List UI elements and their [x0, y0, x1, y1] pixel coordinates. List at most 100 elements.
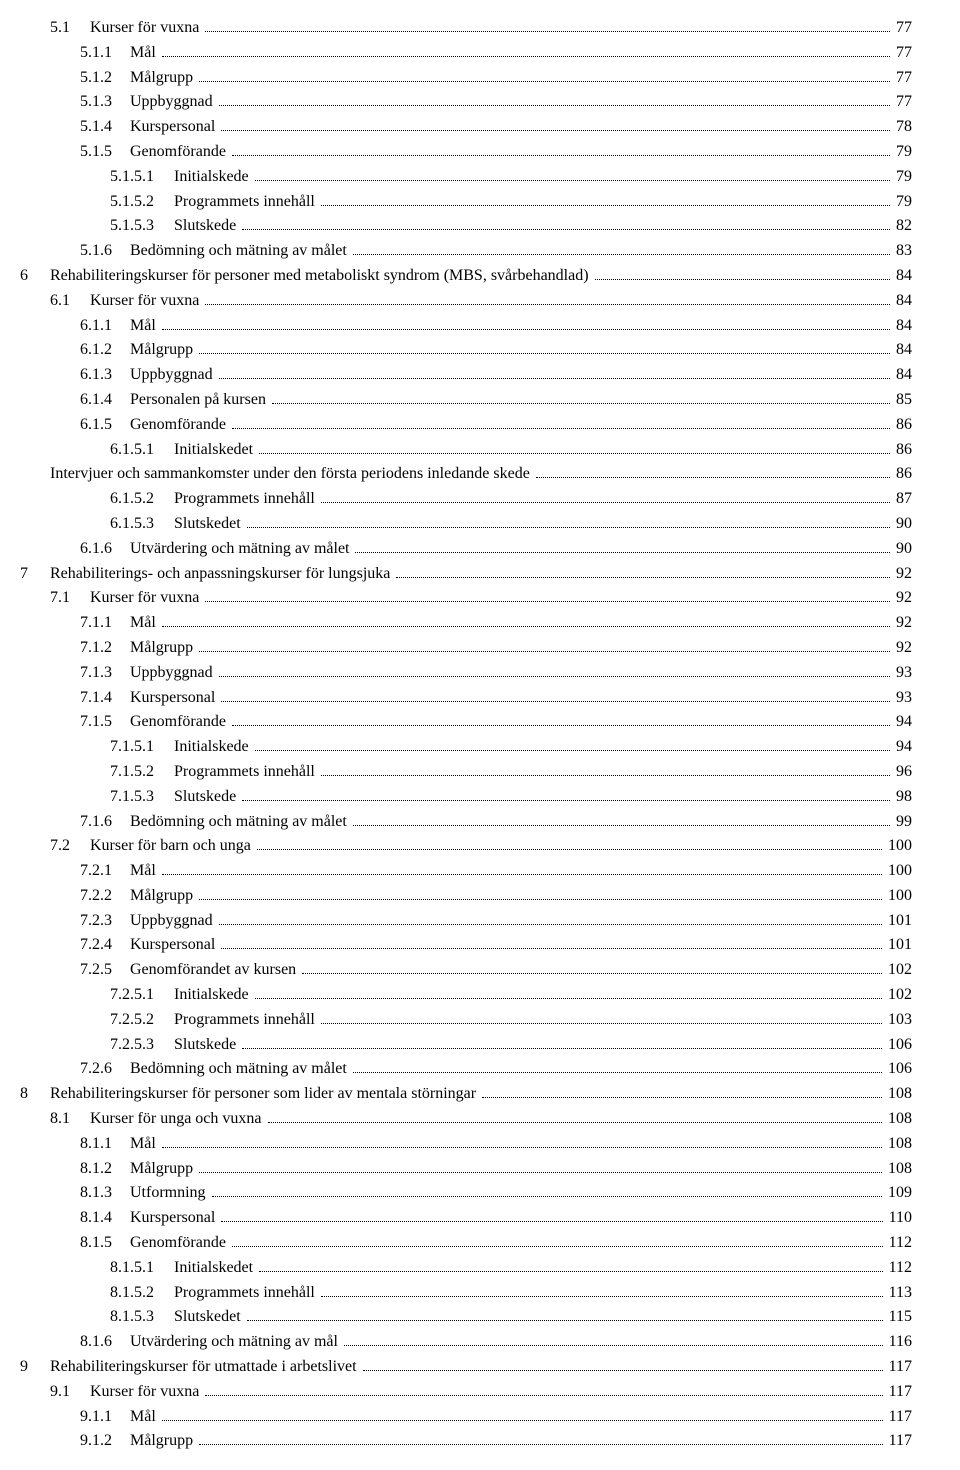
- toc-entry-page: 116: [885, 1330, 912, 1355]
- toc-entry: 8.1.1Mål108: [20, 1132, 912, 1157]
- toc-entry-title: Mål: [130, 859, 160, 884]
- toc-entry: 5.1.5.2Programmets innehåll79: [20, 190, 912, 215]
- toc-leader-dots: [259, 453, 890, 454]
- toc-entry: 5.1Kurser för vuxna77: [20, 16, 912, 41]
- toc-leader-dots: [232, 725, 890, 726]
- toc-entry-title: Genomförandet av kursen: [130, 958, 300, 983]
- toc-entry: 6.1.3Uppbyggnad84: [20, 363, 912, 388]
- toc-entry-page: 79: [892, 165, 912, 190]
- toc-entry-page: 83: [892, 239, 912, 264]
- toc-entry-page: 84: [892, 363, 912, 388]
- toc-entry: 7.2Kurser för barn och unga100: [20, 834, 912, 859]
- toc-entry-number: 7.1.5.1: [110, 735, 174, 760]
- toc-entry: 5.1.3Uppbyggnad77: [20, 90, 912, 115]
- toc-entry: 6.1.1Mål84: [20, 314, 912, 339]
- toc-entry-number: 6.1.5.1: [110, 438, 174, 463]
- toc-entry-page: 106: [884, 1057, 912, 1082]
- toc-entry-page: 99: [892, 810, 912, 835]
- toc-entry-title: Uppbyggnad: [130, 661, 217, 686]
- toc-leader-dots: [255, 750, 890, 751]
- toc-leader-dots: [205, 31, 890, 32]
- table-of-contents: 5.1Kurser för vuxna775.1.1Mål775.1.2Målg…: [20, 16, 912, 1454]
- toc-leader-dots: [162, 56, 890, 57]
- toc-entry-number: 8.1.1: [80, 1132, 130, 1157]
- toc-entry-number: 8.1.5.2: [110, 1281, 174, 1306]
- toc-entry-title: Initialskede: [174, 983, 253, 1008]
- toc-entry-number: 5.1.3: [80, 90, 130, 115]
- toc-entry-number: 7.1.3: [80, 661, 130, 686]
- toc-entry-number: 7.2.5.1: [110, 983, 174, 1008]
- toc-entry: 7.1.5Genomförande94: [20, 710, 912, 735]
- toc-entry-page: 86: [892, 413, 912, 438]
- toc-entry-number: 7.1.1: [80, 611, 130, 636]
- toc-entry: 8.1Kurser för unga och vuxna108: [20, 1107, 912, 1132]
- toc-entry-number: 5.1.1: [80, 41, 130, 66]
- toc-entry: 6.1.4Personalen på kursen85: [20, 388, 912, 413]
- toc-leader-dots: [232, 155, 890, 156]
- toc-entry-title: Programmets innehåll: [174, 487, 319, 512]
- toc-entry-title: Kurser för vuxna: [90, 586, 203, 611]
- toc-entry-title: Mål: [130, 1405, 160, 1430]
- toc-entry: 7.2.5.2Programmets innehåll103: [20, 1008, 912, 1033]
- toc-entry-page: 82: [892, 214, 912, 239]
- toc-entry-page: 87: [892, 487, 912, 512]
- toc-leader-dots: [221, 130, 890, 131]
- toc-entry-number: 5.1.5.1: [110, 165, 174, 190]
- toc-entry: 8.1.5.1Initialskedet112: [20, 1256, 912, 1281]
- toc-entry-title: Utformning: [130, 1181, 210, 1206]
- toc-entry-title: Rehabiliteringskurser för personer med m…: [50, 264, 593, 289]
- toc-entry: 5.1.5.1Initialskede79: [20, 165, 912, 190]
- toc-leader-dots: [162, 329, 890, 330]
- toc-leader-dots: [355, 552, 890, 553]
- toc-leader-dots: [353, 1072, 882, 1073]
- toc-entry-title: Rehabiliterings- och anpassningskurser f…: [50, 562, 394, 587]
- toc-leader-dots: [162, 874, 882, 875]
- toc-leader-dots: [205, 1395, 882, 1396]
- toc-entry-number: 9.1: [50, 1380, 90, 1405]
- toc-leader-dots: [221, 701, 890, 702]
- toc-entry-title: Rehabiliteringskurser för personer som l…: [50, 1082, 480, 1107]
- toc-entry: 6.1.5.2Programmets innehåll87: [20, 487, 912, 512]
- toc-entry-page: 92: [892, 562, 912, 587]
- toc-entry: 9.1.2Målgrupp117: [20, 1429, 912, 1454]
- toc-entry-number: 9.1.2: [80, 1429, 130, 1454]
- toc-entry-page: 85: [892, 388, 912, 413]
- toc-entry-number: 6.1.5.3: [110, 512, 174, 537]
- toc-entry: 6.1.5.3Slutskedet90: [20, 512, 912, 537]
- toc-entry-title: Kurspersonal: [130, 1206, 219, 1231]
- toc-entry-number: 7.2.5.2: [110, 1008, 174, 1033]
- toc-entry-page: 112: [885, 1256, 912, 1281]
- toc-entry-page: 108: [884, 1157, 912, 1182]
- toc-entry-title: Bedömning och mätning av målet: [130, 810, 351, 835]
- toc-entry-title: Genomförande: [130, 140, 230, 165]
- toc-entry-title: Genomförande: [130, 710, 230, 735]
- toc-entry: 9.1Kurser för vuxna117: [20, 1380, 912, 1405]
- toc-entry-number: 7.1.5.3: [110, 785, 174, 810]
- toc-entry-title: Initialskedet: [174, 438, 257, 463]
- toc-entry-title: Utvärdering och mätning av målet: [130, 537, 353, 562]
- toc-entry-page: 93: [892, 661, 912, 686]
- toc-entry-number: 7.1.5.2: [110, 760, 174, 785]
- toc-entry-page: 90: [892, 537, 912, 562]
- toc-leader-dots: [199, 353, 890, 354]
- toc-entry: 7.2.5.1Initialskede102: [20, 983, 912, 1008]
- toc-leader-dots: [353, 825, 890, 826]
- toc-entry-number: 5.1.5.3: [110, 214, 174, 239]
- toc-entry-page: 113: [885, 1281, 912, 1306]
- toc-entry-page: 117: [885, 1355, 912, 1380]
- toc-leader-dots: [396, 577, 890, 578]
- toc-leader-dots: [242, 1048, 882, 1049]
- toc-entry-number: 7.2.5: [80, 958, 130, 983]
- toc-entry: 7.1.5.1Initialskede94: [20, 735, 912, 760]
- toc-entry: 7.1.5.2Programmets innehåll96: [20, 760, 912, 785]
- toc-entry-page: 108: [884, 1082, 912, 1107]
- toc-entry-title: Mål: [130, 41, 160, 66]
- toc-entry-page: 93: [892, 686, 912, 711]
- toc-entry-title: Mål: [130, 314, 160, 339]
- toc-entry-title: Slutskede: [174, 1033, 240, 1058]
- toc-entry-number: 7.2.6: [80, 1057, 130, 1082]
- toc-entry: 8.1.5Genomförande112: [20, 1231, 912, 1256]
- toc-leader-dots: [199, 1172, 882, 1173]
- toc-leader-dots: [199, 899, 882, 900]
- toc-leader-dots: [162, 1420, 883, 1421]
